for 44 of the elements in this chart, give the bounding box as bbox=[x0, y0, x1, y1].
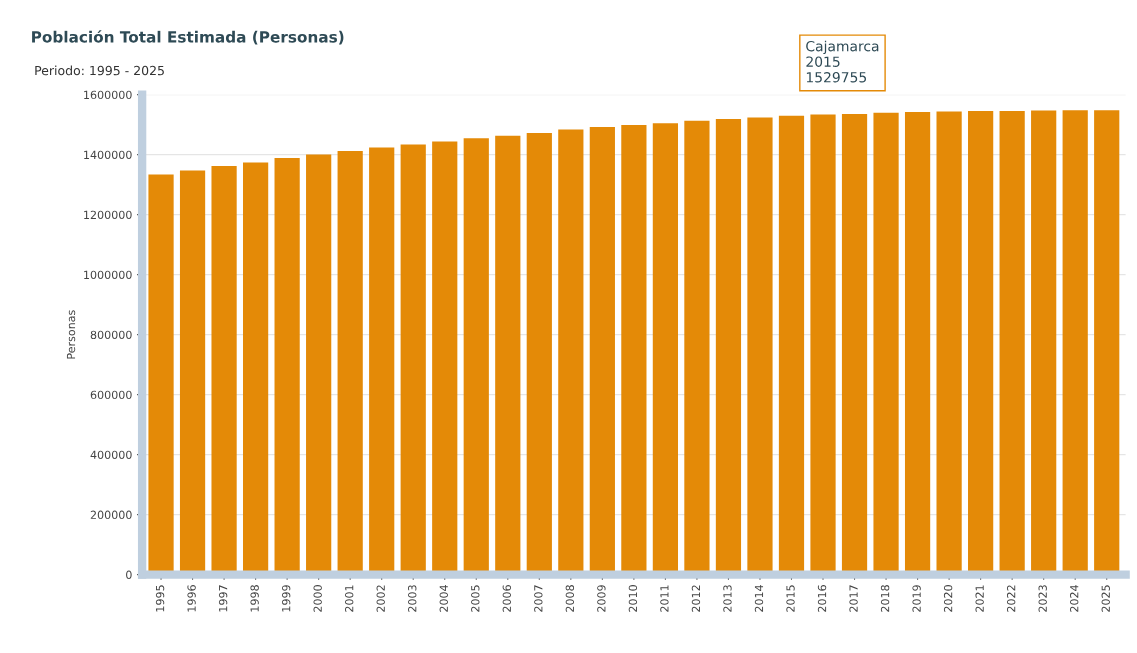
x-tick-label: 2014 bbox=[754, 584, 764, 612]
chart-subtitle: Periodo: 1995 - 2025 bbox=[35, 65, 164, 76]
x-tick-label: 2018 bbox=[880, 585, 890, 612]
x-tick-label: 2019 bbox=[912, 585, 921, 612]
x-tick-label: 1997 bbox=[218, 585, 228, 612]
y-tick-label: 1200000 bbox=[84, 210, 132, 220]
x-tick-label: 2011 bbox=[660, 585, 669, 612]
chart-title: Población Total Estimada (Personas) bbox=[32, 30, 344, 45]
x-tick-label: 2010 bbox=[628, 585, 638, 612]
x-tick-label: 2000 bbox=[313, 585, 322, 612]
x-tick-label: 2016 bbox=[817, 585, 827, 612]
x-tick-label: 2008 bbox=[565, 585, 575, 612]
x-tick-label: 2006 bbox=[502, 585, 512, 612]
x-tick-label: 2023 bbox=[1038, 585, 1047, 612]
x-tick-label: 2024 bbox=[1070, 584, 1079, 612]
x-tick-label: 2021 bbox=[975, 585, 984, 612]
x-tick-label: 1996 bbox=[187, 585, 196, 612]
x-tick-label: 2001 bbox=[344, 585, 354, 612]
y-tick-label: 400000 bbox=[90, 450, 132, 460]
x-tick-label: 2012 bbox=[691, 585, 701, 612]
x-tick-label: 2002 bbox=[376, 585, 385, 612]
y-tick-label: 1000000 bbox=[84, 270, 132, 280]
x-tick-label: 2025 bbox=[1101, 585, 1110, 612]
x-tick-label: 2003 bbox=[408, 585, 417, 612]
x-tick-label: 2004 bbox=[439, 584, 448, 612]
x-tick-label: 1995 bbox=[155, 585, 165, 612]
y-tick-label: 200000 bbox=[90, 510, 132, 520]
x-tick-label: 2020 bbox=[943, 585, 953, 612]
y-tick-label: 1400000 bbox=[84, 150, 132, 160]
x-tick-label: 2009 bbox=[597, 585, 606, 612]
x-tick-label: 1998 bbox=[250, 585, 259, 612]
x-tick-label: 2005 bbox=[471, 585, 480, 612]
annotation: Cajamarca 2015 1529755 bbox=[806, 40, 879, 83]
x-tick-label: 2007 bbox=[534, 585, 543, 612]
x-tick-label: 2017 bbox=[849, 585, 858, 612]
y-tick-label: 800000 bbox=[90, 330, 132, 340]
y-tick-label: 0 bbox=[126, 570, 132, 580]
y-axis-title: Personas bbox=[66, 310, 76, 359]
x-tick-label: 2013 bbox=[723, 585, 732, 612]
y-tick-label: 600000 bbox=[90, 390, 132, 400]
x-tick-label: 1999 bbox=[281, 585, 291, 612]
x-tick-label: 2022 bbox=[1006, 585, 1016, 612]
x-tick-label: 2015 bbox=[786, 585, 795, 612]
y-tick-label: 1600000 bbox=[84, 90, 132, 100]
